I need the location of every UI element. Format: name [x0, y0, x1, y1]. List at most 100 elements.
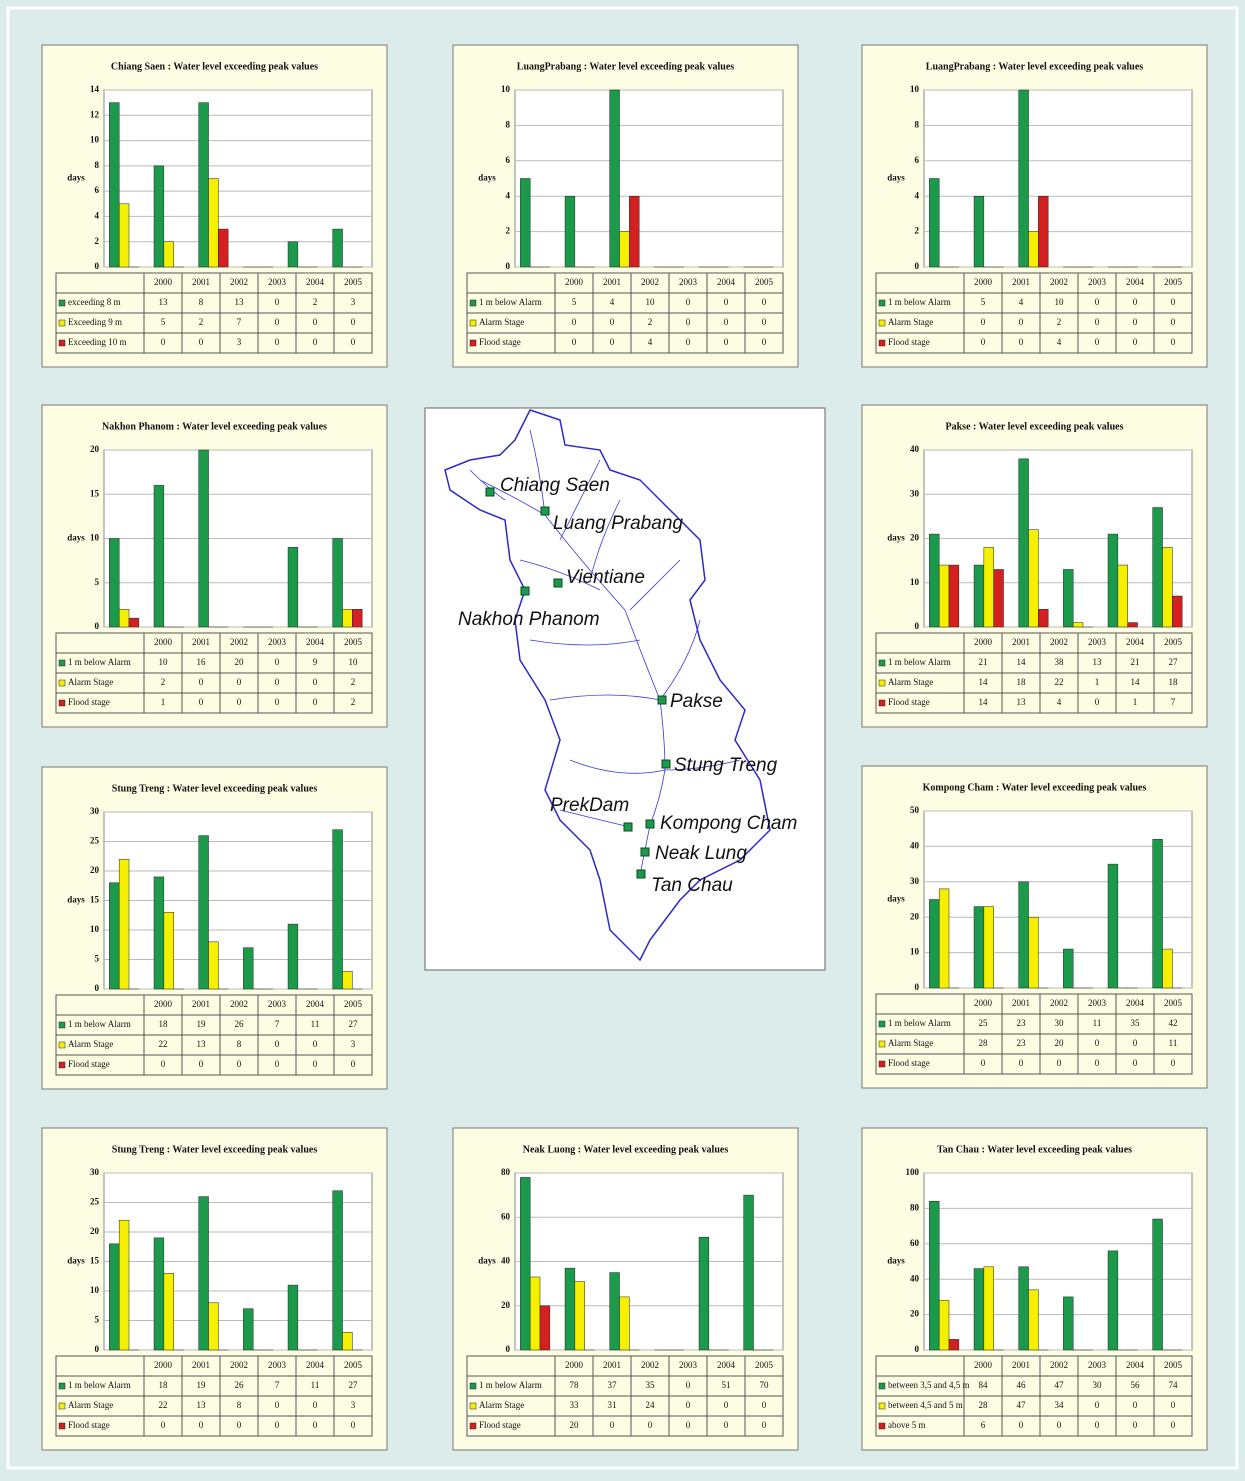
chart-panel: Stung Treng : Water level exceeding peak… [42, 1128, 387, 1450]
bar [1063, 1297, 1073, 1350]
y-tick-label: 6 [95, 185, 100, 195]
bar [1108, 864, 1118, 988]
table-value: 0 [1095, 297, 1100, 307]
table-value: 5 [981, 297, 986, 307]
station-label: Stung Treng [674, 755, 778, 776]
y-axis-label: days [67, 173, 85, 183]
y-tick-label: 10 [90, 135, 100, 145]
bar [164, 242, 174, 267]
table-value: 14 [979, 697, 989, 707]
y-axis-label: days [887, 894, 905, 904]
y-tick-label: 30 [90, 806, 100, 816]
table-value: 0 [1133, 297, 1138, 307]
station-marker [486, 488, 494, 496]
legend-label: Alarm Stage [479, 1400, 524, 1410]
bar [1153, 508, 1163, 627]
bar [565, 1268, 575, 1350]
chart-panel: Nakhon Phanom : Water level exceeding pe… [42, 405, 387, 727]
y-axis-label: days [67, 1256, 85, 1266]
table-value: 0 [1057, 1420, 1062, 1430]
table-value: 4 [648, 337, 653, 347]
bar [243, 1309, 253, 1350]
table-value: 18 [1169, 677, 1179, 687]
legend-swatch [879, 1383, 885, 1389]
bar [1073, 623, 1083, 627]
y-tick-label: 0 [915, 621, 920, 631]
table-value: 11 [311, 1380, 320, 1390]
table-value: 0 [313, 317, 318, 327]
bar [610, 90, 620, 267]
bar [209, 1303, 219, 1350]
y-tick-label: 15 [90, 895, 100, 905]
bar [744, 1195, 754, 1350]
legend-label: Exceeding 10 m [68, 337, 126, 347]
legend-label: Flood stage [479, 337, 521, 347]
table-value: 0 [762, 337, 767, 347]
table-value: 0 [1171, 1400, 1176, 1410]
legend-swatch [59, 320, 65, 326]
station-marker [641, 848, 649, 856]
table-value: 4 [1019, 297, 1024, 307]
table-value: 28 [979, 1400, 989, 1410]
bar [520, 179, 530, 268]
table-value: 0 [313, 1039, 318, 1049]
x-tick-label: 2000 [974, 637, 993, 647]
table-value: 0 [610, 1420, 615, 1430]
x-tick-label: 2001 [1012, 637, 1030, 647]
y-tick-label: 10 [501, 84, 511, 94]
table-value: 0 [313, 697, 318, 707]
x-tick-label: 2005 [755, 277, 774, 287]
table-value: 0 [275, 1400, 280, 1410]
table-value: 35 [646, 1380, 656, 1390]
x-tick-label: 2005 [344, 1360, 363, 1370]
bar [164, 912, 174, 989]
bar [699, 1237, 709, 1350]
y-tick-label: 40 [910, 840, 920, 850]
station-label: Nakhon Phanom [458, 609, 600, 630]
bar [119, 1220, 129, 1350]
y-tick-label: 10 [910, 577, 920, 587]
x-tick-label: 2001 [192, 999, 210, 1009]
bar [154, 166, 164, 267]
table-value: 0 [275, 337, 280, 347]
legend-label: Flood stage [68, 1420, 110, 1430]
table-value: 13 [1017, 697, 1027, 707]
legend-swatch [470, 300, 476, 306]
y-tick-label: 30 [910, 488, 920, 498]
legend-label: Alarm Stage [479, 317, 524, 327]
x-tick-label: 2005 [755, 1360, 774, 1370]
bar [119, 609, 129, 627]
legend-label: 1 m below Alarm [479, 1380, 542, 1390]
x-tick-label: 2004 [1126, 637, 1145, 647]
x-tick-label: 2003 [268, 1360, 287, 1370]
bar [1063, 569, 1073, 627]
table-value: 0 [1133, 1420, 1138, 1430]
x-tick-label: 2003 [1088, 637, 1107, 647]
legend-label: Flood stage [68, 1059, 110, 1069]
bar [994, 569, 1004, 627]
legend-swatch [59, 1383, 65, 1389]
table-value: 18 [159, 1380, 169, 1390]
bar [164, 1273, 174, 1350]
table-value: 0 [724, 297, 729, 307]
x-tick-label: 2004 [1126, 277, 1145, 287]
chart-title: LuangPrabang : Water level exceeding pea… [926, 61, 1144, 72]
bar [1163, 949, 1173, 988]
x-tick-label: 2000 [154, 277, 173, 287]
station-marker [646, 820, 654, 828]
table-value: 22 [159, 1400, 168, 1410]
bar [333, 539, 343, 628]
table-value: 5 [161, 317, 166, 327]
bar [1153, 839, 1163, 988]
y-tick-label: 0 [95, 621, 100, 631]
y-tick-label: 4 [506, 190, 511, 200]
table-value: 7 [237, 317, 242, 327]
y-tick-label: 0 [95, 261, 100, 271]
x-tick-label: 2000 [565, 1360, 584, 1370]
table-value: 3 [237, 337, 242, 347]
legend-swatch [879, 1403, 885, 1409]
bar [984, 1267, 994, 1350]
bar [109, 103, 119, 267]
bar [199, 103, 209, 267]
table-value: 10 [159, 657, 169, 667]
